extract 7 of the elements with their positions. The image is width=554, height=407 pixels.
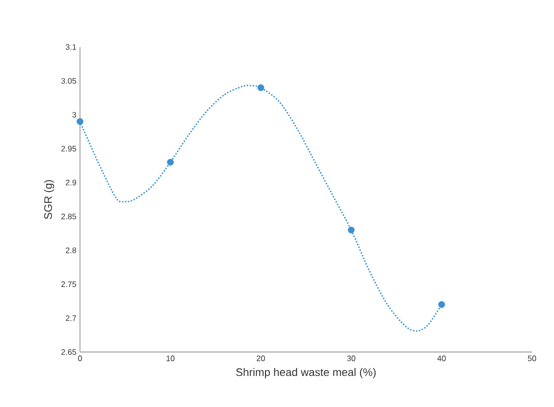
- point: [348, 226, 355, 234]
- point: [257, 84, 264, 92]
- x-axis-title: Shrimp head waste meal (%): [236, 368, 376, 378]
- point: [438, 301, 445, 308]
- y-axis-title: SGR (g): [44, 180, 54, 220]
- point: [76, 118, 84, 125]
- point: [167, 158, 174, 166]
